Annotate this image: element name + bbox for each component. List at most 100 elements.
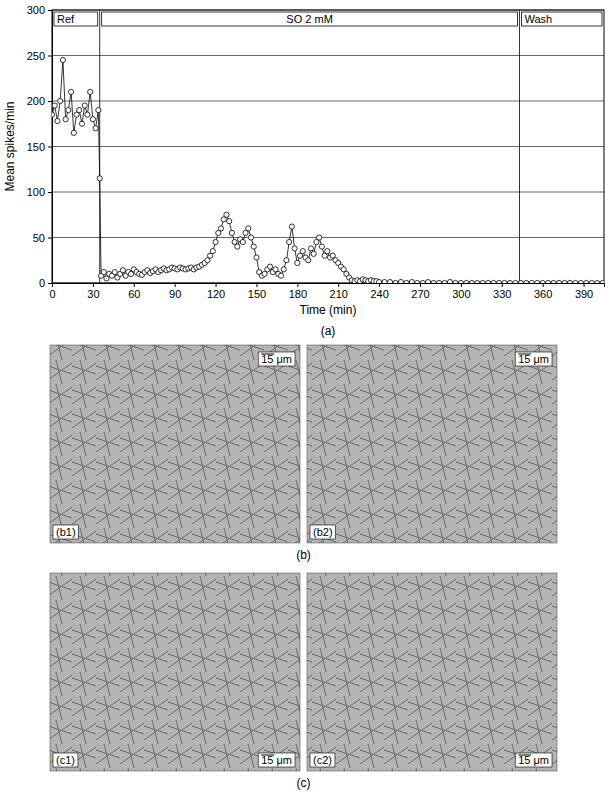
y-tick-label: 150 [27, 141, 45, 153]
y-tick: 100 [27, 186, 52, 198]
data-point [491, 280, 496, 283]
y-axis: 050100150200250300 [27, 4, 53, 289]
panel-label: (b1) [56, 526, 76, 538]
y-tick: 300 [27, 4, 52, 16]
data-point [267, 264, 272, 269]
data-point [464, 280, 469, 283]
data-point [524, 280, 529, 283]
data-point [409, 279, 414, 283]
x-tick-mark [93, 283, 94, 287]
scale-bar-box [515, 352, 552, 366]
x-axis-title: Time (min) [300, 303, 357, 317]
x-tick: 210 [330, 283, 348, 300]
scale-bar-label: 15 μm [518, 353, 549, 365]
x-tick: 120 [207, 283, 225, 300]
data-point [398, 279, 403, 283]
panel-label-box [53, 525, 79, 539]
data-point [453, 280, 458, 283]
x-tick: 390 [575, 283, 593, 300]
data-point [442, 280, 447, 283]
data-point [300, 249, 305, 254]
data-point [287, 239, 292, 244]
x-tick: 60 [128, 283, 140, 300]
data-point [58, 98, 63, 103]
x-tick-mark [543, 283, 544, 287]
data-point [529, 280, 534, 283]
grid-line [52, 146, 604, 147]
x-tick: 30 [87, 283, 99, 300]
y-tick: 250 [27, 50, 52, 62]
x-tick-label: 120 [207, 288, 225, 300]
data-point [79, 121, 84, 126]
data-point [97, 176, 102, 181]
data-point [66, 108, 71, 113]
x-tick-label: 390 [575, 288, 593, 300]
micrograph [307, 573, 557, 771]
data-point [319, 244, 324, 249]
x-tick: 150 [248, 283, 266, 300]
data-point [325, 249, 330, 254]
y-tick-label: 0 [39, 277, 45, 289]
data-point [112, 269, 117, 274]
scale-bar-box [258, 352, 295, 366]
data-point [431, 280, 436, 283]
data-point [306, 258, 311, 263]
x-tick: 300 [452, 283, 470, 300]
grid-line [52, 101, 604, 102]
group-caption: (b) [296, 548, 311, 562]
scale-bar-box [515, 753, 552, 767]
y-tick-mark [48, 192, 52, 193]
data-point [469, 280, 474, 283]
x-tick-mark [379, 283, 380, 287]
data-point [68, 89, 73, 94]
data-point [404, 280, 409, 283]
scale-bar-label: 15 μm [518, 754, 549, 766]
data-point [562, 280, 567, 283]
scale-bar [261, 755, 274, 756]
data-point [387, 279, 392, 283]
data-point [96, 108, 101, 113]
data-point [240, 239, 245, 244]
panel-label: (c2) [313, 754, 332, 766]
data-point [513, 280, 518, 283]
data-point [546, 280, 551, 283]
y-tick-label: 300 [27, 4, 45, 16]
grid-line [52, 237, 604, 238]
y-tick-mark [48, 238, 52, 239]
caption: (a) [321, 324, 336, 338]
y-tick: 200 [27, 95, 52, 107]
x-tick: 270 [411, 283, 429, 300]
data-point [420, 280, 425, 283]
data-point [447, 279, 452, 283]
data-point [224, 212, 229, 217]
data-point [573, 280, 578, 283]
phase-box [521, 12, 602, 26]
panel-label: (c1) [56, 754, 75, 766]
phase-label: Ref [57, 13, 75, 25]
scale-bar [518, 354, 531, 355]
x-tick-label: 30 [87, 288, 99, 300]
x-tick: 330 [493, 283, 511, 300]
panel-label-box [310, 525, 336, 539]
y-tick: 150 [27, 141, 52, 153]
data-point [475, 280, 480, 283]
y-tick-label: 200 [27, 95, 45, 107]
x-tick: 360 [534, 283, 552, 300]
data-point [90, 117, 95, 122]
data-point [246, 226, 251, 231]
data-point [77, 108, 82, 113]
x-tick-label: 210 [330, 288, 348, 300]
panel-label-box [53, 753, 78, 767]
phase-box [54, 12, 98, 26]
x-tick-mark [420, 283, 421, 287]
phase-box [102, 12, 518, 26]
data-point [60, 57, 65, 62]
x-tick-label: 240 [370, 288, 388, 300]
plot-frame [52, 10, 604, 283]
x-tick-label: 90 [169, 288, 181, 300]
data-point [377, 279, 382, 283]
data-point [382, 279, 387, 283]
data-point [578, 280, 583, 283]
data-line [52, 60, 603, 283]
y-tick-mark [48, 101, 52, 102]
